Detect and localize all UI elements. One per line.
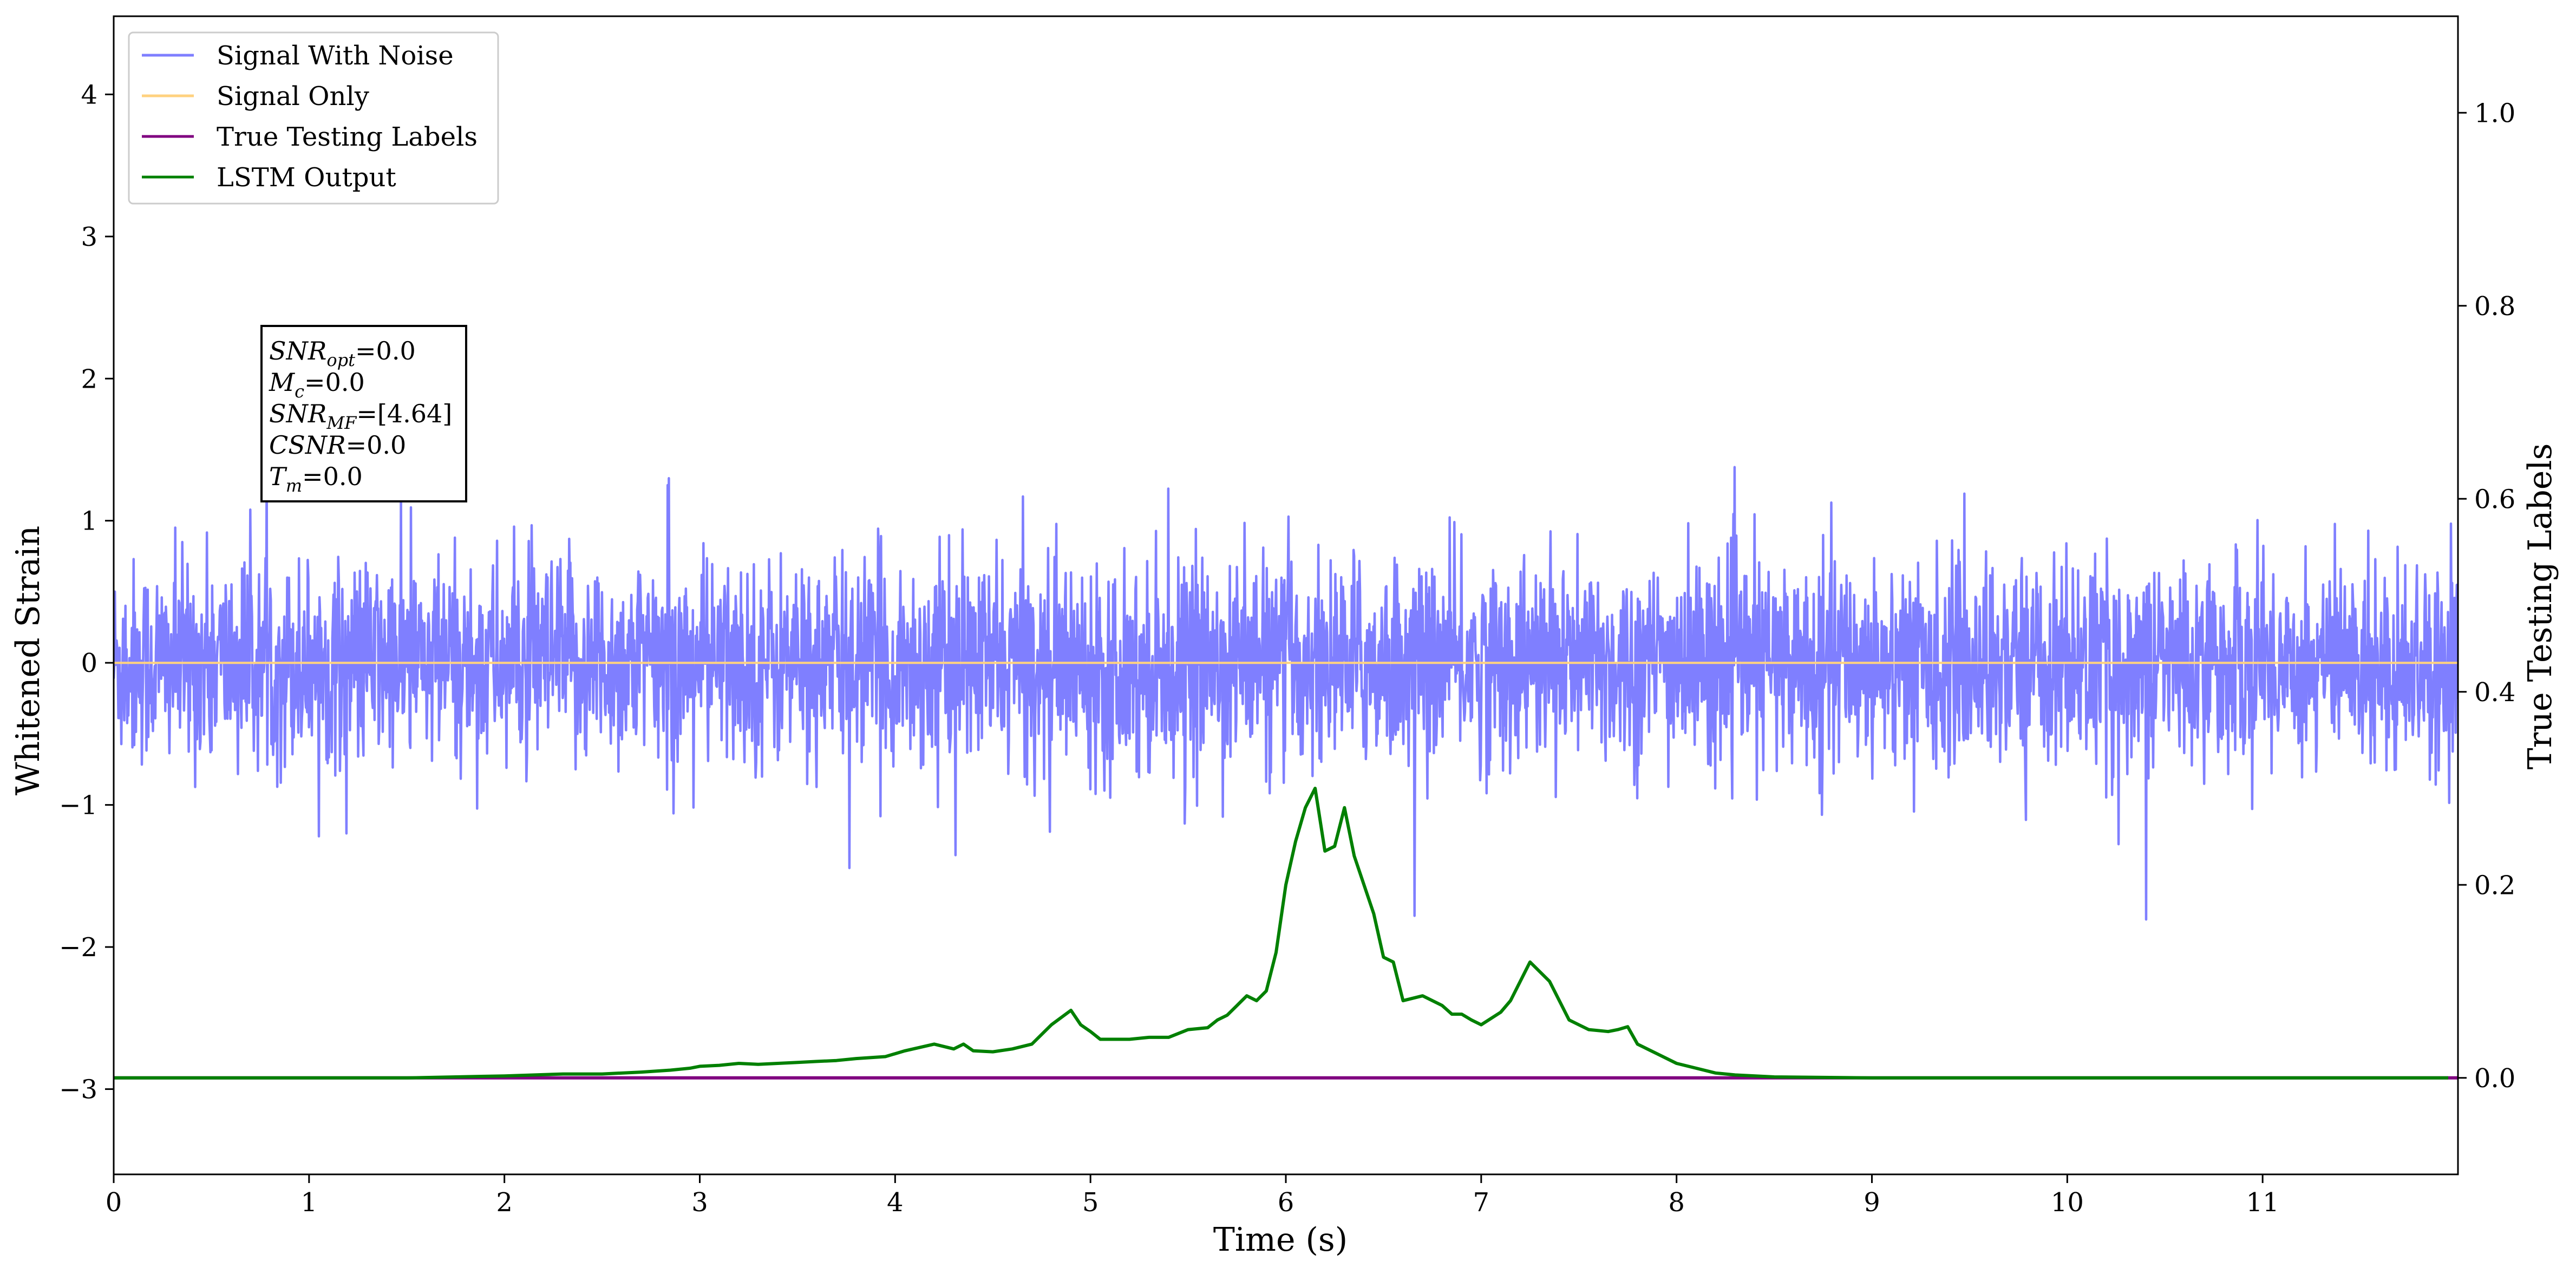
x-tick-label: 2 bbox=[496, 1187, 513, 1218]
x-tick-label: 0 bbox=[106, 1187, 122, 1218]
annotation-box: SNRopt=0.0 Mc=0.0 SNRMF=[4.64] CSNR=0.0 … bbox=[260, 325, 467, 502]
y-right-tick-label: 0.0 bbox=[2474, 1063, 2515, 1094]
y-left-tick-label: 1 bbox=[81, 506, 97, 537]
annotation-chirp-mass: Mc=0.0 bbox=[269, 368, 365, 402]
y-left-tick-label: 3 bbox=[81, 222, 97, 252]
y-right-tick-label: 0.8 bbox=[2474, 291, 2515, 322]
y-right-tick-label: 0.2 bbox=[2474, 870, 2515, 900]
y-right-tick-label: 1.0 bbox=[2474, 98, 2515, 128]
y-right-tick-label: 0.4 bbox=[2474, 677, 2515, 708]
annotation-snr-opt: SNRopt=0.0 bbox=[269, 336, 416, 370]
y-axis-left-label: Whitened Strain bbox=[9, 526, 47, 795]
y-left-tick-label: −2 bbox=[59, 932, 97, 963]
y-axis-right-label: True Testing Labels bbox=[2521, 443, 2559, 770]
x-tick-label: 10 bbox=[2051, 1187, 2084, 1218]
x-axis-label: Time (s) bbox=[1213, 1221, 1348, 1259]
signal-with-noise-series bbox=[114, 466, 2458, 921]
annotation-frame bbox=[260, 325, 467, 502]
legend-label-signal-with-noise: Signal With Noise bbox=[217, 41, 454, 71]
x-axis-ticks: 0 1 2 3 4 5 6 7 8 9 10 11 bbox=[106, 1174, 2279, 1218]
legend-label-lstm-output: LSTM Output bbox=[217, 162, 396, 193]
annotation-t-m: Tm=0.0 bbox=[269, 462, 363, 496]
annotation-csnr: CSNR=0.0 bbox=[269, 430, 406, 460]
legend-label-signal-only: Signal Only bbox=[217, 81, 369, 112]
x-tick-label: 11 bbox=[2246, 1187, 2279, 1218]
y-left-tick-label: 2 bbox=[81, 364, 97, 394]
y-left-tick-label: 0 bbox=[81, 648, 97, 678]
x-tick-label: 6 bbox=[1278, 1187, 1294, 1218]
x-tick-label: 7 bbox=[1473, 1187, 1490, 1218]
y-left-tick-label: −1 bbox=[59, 790, 97, 821]
legend-box bbox=[128, 31, 499, 205]
y-axis-right-ticks: 0.0 0.2 0.4 0.6 0.8 1.0 bbox=[2458, 98, 2515, 1094]
y-axis-left-ticks: −3 −2 −1 0 1 2 3 4 bbox=[59, 80, 114, 1105]
x-tick-label: 9 bbox=[1864, 1187, 1880, 1218]
y-right-tick-label: 0.6 bbox=[2474, 484, 2515, 514]
plot-area bbox=[114, 466, 2458, 1080]
annotation-snr-mf: SNRMF=[4.64] bbox=[269, 399, 452, 433]
x-tick-label: 8 bbox=[1668, 1187, 1685, 1218]
legend: Signal With Noise Signal Only True Testi… bbox=[128, 31, 499, 205]
x-tick-label: 4 bbox=[887, 1187, 904, 1218]
signal-with-noise-line bbox=[114, 466, 2458, 921]
series-layer bbox=[114, 662, 2458, 1080]
y-left-tick-label: −3 bbox=[59, 1075, 97, 1105]
legend-label-true-testing-labels: True Testing Labels bbox=[217, 122, 478, 152]
x-tick-label: 3 bbox=[691, 1187, 708, 1218]
y-left-tick-label: 4 bbox=[81, 80, 97, 110]
lstm-output-line bbox=[114, 787, 2448, 1080]
x-tick-label: 1 bbox=[301, 1187, 318, 1218]
x-tick-label: 5 bbox=[1082, 1187, 1099, 1218]
